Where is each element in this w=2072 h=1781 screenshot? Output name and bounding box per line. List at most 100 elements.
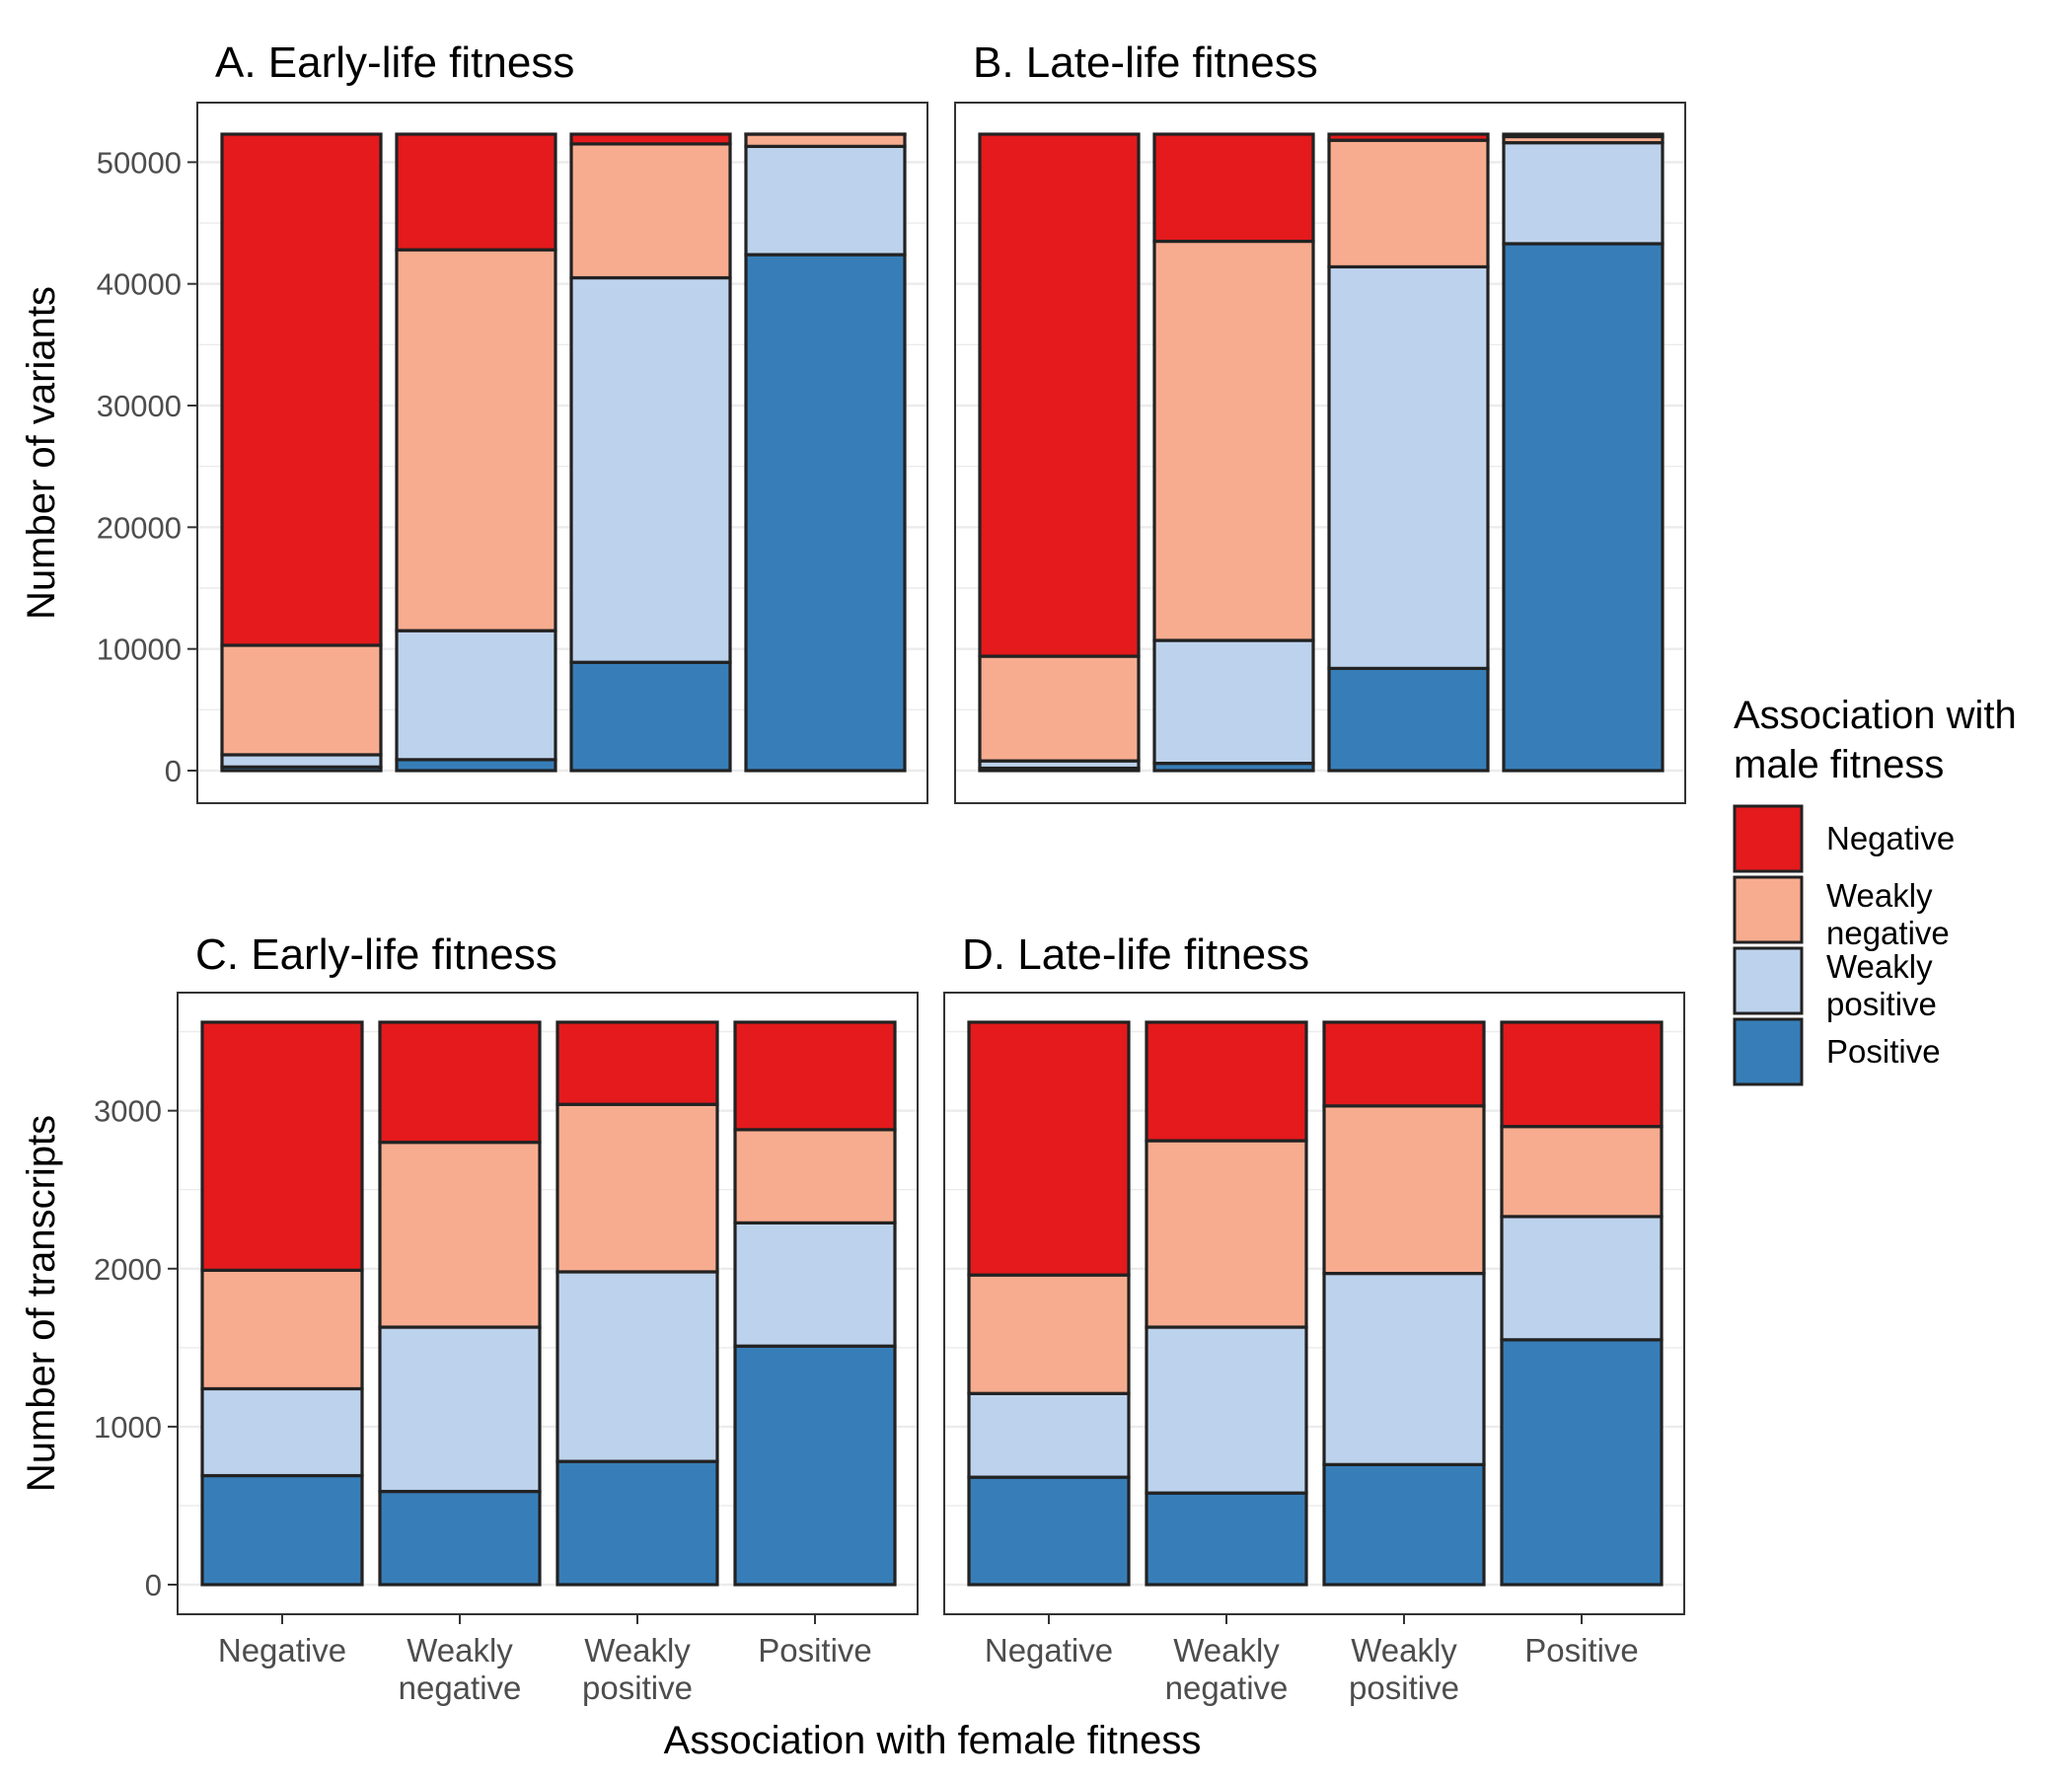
bar-positive-weakly-negative — [1502, 1127, 1662, 1217]
bar-weakly-positive-weakly-positive — [571, 278, 730, 663]
bar-negative-positive — [969, 1477, 1129, 1585]
bar-weakly-positive-weakly-positive — [557, 1272, 717, 1461]
bar-weakly-negative-negative — [397, 134, 555, 250]
bar-positive-weakly-positive — [1504, 143, 1663, 244]
y-tick-label: 40000 — [97, 267, 182, 302]
bar-weakly-negative-positive — [1147, 1493, 1306, 1585]
bar-weakly-positive-positive — [1324, 1464, 1484, 1585]
bar-positive-weakly-positive — [735, 1223, 895, 1346]
bar-weakly-positive-weakly-negative — [1324, 1106, 1484, 1274]
y-axis-title: Number of transcripts — [20, 1115, 63, 1492]
bar-positive-positive — [746, 255, 905, 771]
bar-positive-positive — [1502, 1340, 1662, 1585]
bar-negative-negative — [202, 1022, 362, 1270]
bar-weakly-positive-negative — [1329, 134, 1488, 140]
y-tick-label: 10000 — [97, 632, 182, 667]
bar-positive-negative — [1502, 1022, 1662, 1127]
bar-negative-positive — [202, 1476, 362, 1585]
panel-title: B. Late-life fitness — [973, 38, 1318, 87]
legend-label: Weakly — [1826, 877, 1933, 914]
legend-swatch-weakly-negative — [1735, 877, 1802, 942]
bar-weakly-positive-positive — [557, 1461, 717, 1585]
bar-positive-weakly-positive — [746, 146, 905, 255]
bar-positive-negative — [1504, 134, 1663, 136]
y-tick-label: 30000 — [97, 389, 182, 423]
bar-negative-negative — [969, 1022, 1129, 1275]
bar-weakly-negative-weakly-negative — [397, 250, 555, 631]
bar-weakly-positive-negative — [1324, 1022, 1484, 1106]
x-tick-label-positive: Positive — [758, 1632, 872, 1669]
panel-b: B. Late-life fitness — [955, 38, 1685, 803]
y-tick-label: 50000 — [97, 145, 182, 180]
legend-swatch-weakly-positive — [1735, 948, 1802, 1013]
bar-weakly-positive-weakly-positive — [1324, 1274, 1484, 1465]
bar-negative-negative — [222, 134, 381, 645]
x-tick-label-positive: Positive — [1524, 1632, 1639, 1669]
bar-negative-weakly-positive — [969, 1393, 1129, 1477]
bar-negative-weakly-negative — [980, 656, 1139, 761]
bar-weakly-positive-weakly-positive — [1329, 266, 1488, 668]
x-tick-label-negative: Negative — [985, 1632, 1113, 1669]
bar-positive-weakly-negative — [746, 134, 905, 146]
bar-weakly-positive-weakly-negative — [571, 144, 730, 278]
bar-weakly-negative-negative — [380, 1022, 540, 1143]
panel-title: D. Late-life fitness — [962, 930, 1309, 979]
bar-weakly-negative-negative — [1154, 134, 1313, 242]
y-tick-label: 1000 — [94, 1410, 162, 1445]
bar-negative-weakly-negative — [222, 645, 381, 755]
x-tick-label-negative: Negative — [218, 1632, 346, 1669]
legend-title-line2: male fitness — [1734, 743, 1944, 786]
bar-negative-weakly-positive — [202, 1388, 362, 1475]
bar-positive-weakly-negative — [735, 1130, 895, 1223]
y-tick-label: 20000 — [97, 510, 182, 545]
bar-weakly-positive-positive — [1329, 668, 1488, 771]
bar-negative-weakly-negative — [969, 1275, 1129, 1393]
legend-label: Negative — [1826, 820, 1955, 856]
bar-weakly-positive-positive — [571, 662, 730, 771]
bar-weakly-negative-weakly-positive — [1147, 1327, 1306, 1493]
y-tick-label: 0 — [165, 754, 182, 788]
y-tick-label: 2000 — [94, 1252, 162, 1287]
y-tick-label: 3000 — [94, 1094, 162, 1129]
bar-weakly-positive-weakly-negative — [557, 1104, 717, 1272]
panel-title: A. Early-life fitness — [215, 38, 574, 87]
bar-positive-weakly-positive — [1502, 1217, 1662, 1340]
bar-negative-weakly-negative — [202, 1270, 362, 1388]
legend-label: Weakly — [1826, 948, 1933, 985]
panel-title: C. Early-life fitness — [195, 930, 557, 979]
bar-negative-negative — [980, 134, 1139, 656]
bar-weakly-negative-positive — [380, 1492, 540, 1585]
bar-weakly-negative-weakly-negative — [380, 1143, 540, 1327]
bar-weakly-negative-weakly-positive — [397, 631, 555, 760]
bar-weakly-negative-weakly-positive — [1154, 640, 1313, 764]
y-axis-title: Number of variants — [20, 286, 63, 620]
legend-title-line1: Association with — [1734, 694, 2017, 737]
legend-swatch-negative — [1735, 806, 1802, 871]
bar-weakly-negative-negative — [1147, 1022, 1306, 1141]
x-axis-title: Association with female fitness — [664, 1719, 1202, 1762]
bar-positive-positive — [735, 1346, 895, 1585]
bar-weakly-positive-negative — [571, 134, 730, 144]
bar-weakly-positive-negative — [557, 1022, 717, 1104]
legend-label: positive — [1826, 986, 1937, 1022]
legend-label: Positive — [1826, 1033, 1941, 1070]
bar-weakly-negative-weakly-negative — [1147, 1141, 1306, 1327]
bar-positive-positive — [1504, 244, 1663, 771]
legend-label: negative — [1826, 915, 1950, 951]
legend-swatch-positive — [1735, 1019, 1802, 1084]
y-tick-label: 0 — [145, 1568, 162, 1602]
bar-weakly-negative-weakly-negative — [1154, 242, 1313, 641]
bar-positive-negative — [735, 1022, 895, 1130]
bar-weakly-positive-weakly-negative — [1329, 140, 1488, 266]
bar-weakly-negative-weakly-positive — [380, 1327, 540, 1492]
bar-negative-weakly-positive — [222, 755, 381, 767]
bar-weakly-negative-positive — [397, 760, 555, 771]
